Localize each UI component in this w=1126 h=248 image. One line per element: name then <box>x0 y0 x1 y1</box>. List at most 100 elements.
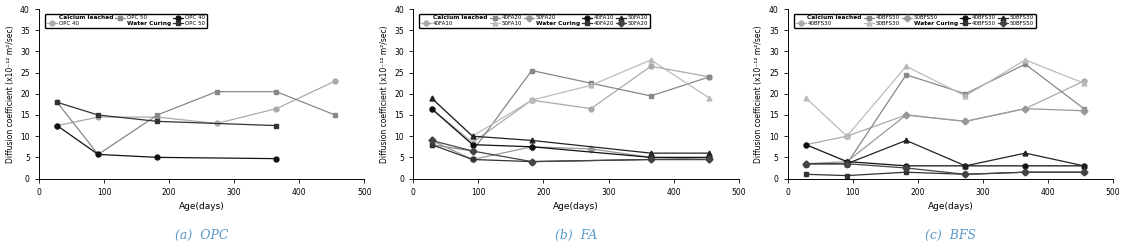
50BFS30 <box>1019 59 1033 62</box>
50FA20 <box>466 158 480 161</box>
40BFS50 <box>840 162 854 165</box>
40BFS50 <box>799 162 813 165</box>
40BFS50 <box>958 92 972 95</box>
50FA10 <box>644 152 658 155</box>
OPC 50 <box>270 124 284 127</box>
Y-axis label: Diffusion coefficient (x10⁻¹² m²/sec): Diffusion coefficient (x10⁻¹² m²/sec) <box>379 25 388 163</box>
40FA20 <box>466 158 480 161</box>
OPC 40 <box>91 116 105 119</box>
Line: OPC 40: OPC 40 <box>55 123 279 161</box>
OPC 40 <box>91 153 105 156</box>
Line: 50FA10: 50FA10 <box>429 58 712 139</box>
40BFS30 <box>1019 164 1033 167</box>
50FA10 <box>584 84 598 87</box>
Legend: Calcium leached, 40FA10, 40FA20, 50FA10, 50FA20, Water Curing, 40FA10, 40FA20, 5: Calcium leached, 40FA10, 40FA20, 50FA10,… <box>419 14 651 28</box>
50FA10 <box>703 152 716 155</box>
50BFS50 <box>1019 107 1033 110</box>
Line: 40BFS30: 40BFS30 <box>804 142 1087 168</box>
40BFS50 <box>799 173 813 176</box>
40BFS30 <box>1019 107 1033 110</box>
50FA20 <box>703 158 716 161</box>
50BFS30 <box>799 162 813 165</box>
50BFS50 <box>900 114 913 117</box>
40BFS50 <box>900 73 913 76</box>
OPC 40 <box>51 124 64 127</box>
Line: 50FA20: 50FA20 <box>429 138 712 162</box>
50FA20 <box>703 158 716 161</box>
Line: 50BFS30: 50BFS30 <box>804 138 1087 168</box>
40BFS50 <box>958 173 972 176</box>
50FA10 <box>466 135 480 138</box>
OPC 40 <box>209 122 223 125</box>
50BFS30 <box>1078 164 1091 167</box>
Line: 40BFS50: 40BFS50 <box>804 62 1087 166</box>
OPC 40 <box>270 107 284 110</box>
40FA10 <box>703 75 716 78</box>
X-axis label: Age(days): Age(days) <box>553 202 599 211</box>
40FA10 <box>466 143 480 146</box>
40BFS30 <box>1078 80 1091 83</box>
40FA20 <box>644 94 658 97</box>
Legend: Calcium leached, OPC 40, OPC 50, Water Curing, OPC 40, OPC 50: Calcium leached, OPC 40, OPC 50, Water C… <box>45 14 207 28</box>
40FA20 <box>525 69 538 72</box>
40BFS50 <box>1078 107 1091 110</box>
40FA10 <box>644 65 658 68</box>
40FA10 <box>525 99 538 102</box>
Line: 40FA10: 40FA10 <box>429 106 712 160</box>
Text: (c)  BFS: (c) BFS <box>924 229 976 242</box>
40BFS50 <box>840 174 854 177</box>
50BFS50 <box>1078 171 1091 174</box>
Line: 40FA10: 40FA10 <box>429 64 712 145</box>
50FA20 <box>525 160 538 163</box>
40FA10 <box>525 145 538 148</box>
Y-axis label: Diffusion coefficient (x10⁻¹² m²/sec): Diffusion coefficient (x10⁻¹² m²/sec) <box>6 25 15 163</box>
50BFS50 <box>958 120 972 123</box>
40FA20 <box>703 158 716 161</box>
50BFS50 <box>958 173 972 176</box>
Y-axis label: Diffusion coefficient (x10⁻¹² m²/sec): Diffusion coefficient (x10⁻¹² m²/sec) <box>754 25 763 163</box>
50FA20 <box>425 139 438 142</box>
OPC 50 <box>151 120 164 123</box>
40BFS30 <box>799 143 813 146</box>
Line: 50BFS30: 50BFS30 <box>804 58 1087 139</box>
OPC 50 <box>91 114 105 117</box>
50BFS30 <box>958 94 972 97</box>
50BFS50 <box>1019 171 1033 174</box>
Line: 40BFS50: 40BFS50 <box>804 170 1087 178</box>
50FA20 <box>525 145 538 148</box>
40BFS50 <box>1019 63 1033 66</box>
50BFS50 <box>840 162 854 165</box>
40BFS30 <box>1078 164 1091 167</box>
40BFS50 <box>900 171 913 174</box>
OPC 40 <box>151 116 164 119</box>
OPC 40 <box>151 156 164 159</box>
OPC 40 <box>329 80 342 83</box>
50FA10 <box>644 59 658 62</box>
40FA20 <box>703 75 716 78</box>
40BFS30 <box>900 164 913 167</box>
50BFS30 <box>840 135 854 138</box>
50FA10 <box>703 96 716 99</box>
Legend: Calcium leached, 40BFS30, 40BFS50, 50BFS30, 50BFS50, Water Curing, 40BFS30, 40BF: Calcium leached, 40BFS30, 40BFS50, 50BFS… <box>794 14 1036 28</box>
Line: 40FA20: 40FA20 <box>429 142 712 164</box>
50BFS50 <box>1078 109 1091 112</box>
Line: 50FA10: 50FA10 <box>429 96 712 155</box>
OPC 50 <box>209 90 223 93</box>
50BFS50 <box>799 162 813 165</box>
40BFS30 <box>958 164 972 167</box>
OPC 50 <box>51 101 64 104</box>
50FA20 <box>425 139 438 142</box>
50FA10 <box>425 96 438 99</box>
50BFS30 <box>1019 152 1033 155</box>
40FA10 <box>425 107 438 110</box>
Line: OPC 40: OPC 40 <box>55 79 338 128</box>
50BFS30 <box>840 162 854 165</box>
50BFS30 <box>958 164 972 167</box>
50BFS50 <box>799 162 813 165</box>
Line: 50BFS50: 50BFS50 <box>804 161 1087 177</box>
50FA10 <box>525 99 538 102</box>
Line: 50FA20: 50FA20 <box>429 138 712 164</box>
40BFS50 <box>1019 171 1033 174</box>
40BFS30 <box>799 143 813 146</box>
40FA20 <box>425 143 438 146</box>
